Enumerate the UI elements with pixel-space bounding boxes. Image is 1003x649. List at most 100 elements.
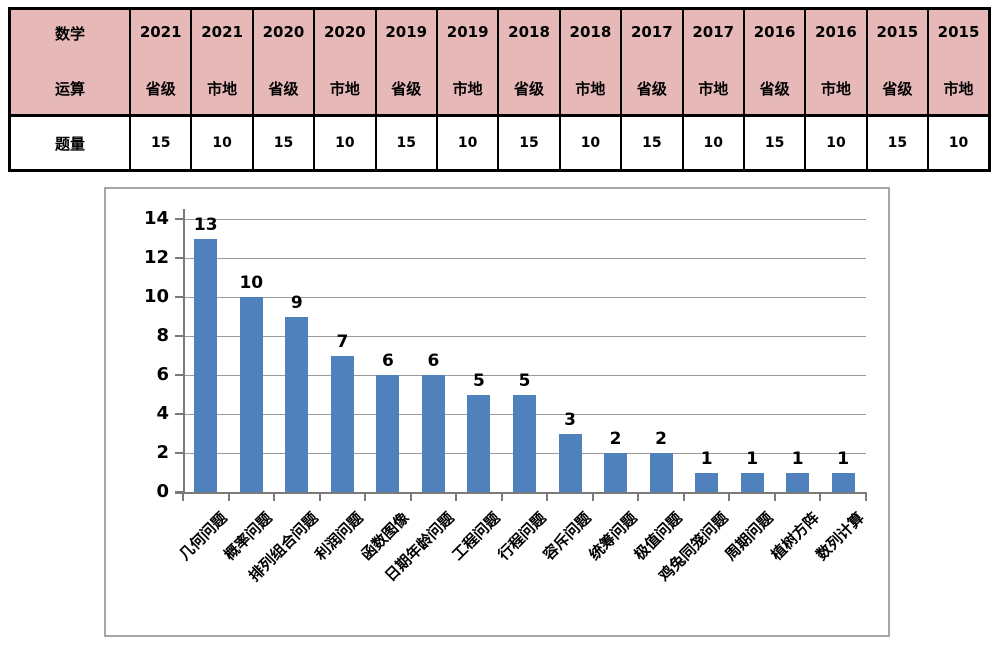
- y-axis-tick: [175, 257, 183, 259]
- x-axis-tick: [455, 492, 458, 501]
- gridline: [183, 258, 866, 259]
- x-axis-tick: [500, 492, 503, 501]
- header-year: 2015: [876, 23, 919, 41]
- header-cell: 2021 市地: [190, 7, 254, 117]
- question-count-table: 数学 运算 2021 省级 2021 市地 2020 省级 2020 市地 2019 省级 2019…: [8, 7, 991, 172]
- x-axis-tick: [182, 492, 184, 501]
- value-cell: 10: [313, 114, 377, 172]
- header-cell: 2020 市地: [313, 7, 377, 117]
- header-year: 2019: [385, 23, 428, 41]
- header-level: 市地: [820, 80, 851, 98]
- x-axis: [175, 492, 866, 494]
- header-cell: 2018 市地: [558, 7, 623, 117]
- value-cell: 15: [497, 114, 561, 172]
- bar: [604, 453, 628, 492]
- header-year: 2016: [753, 23, 796, 41]
- header-cell: 2015 市地: [927, 7, 991, 117]
- bar-value-label: 2: [655, 429, 668, 449]
- header-level: 市地: [575, 80, 606, 98]
- bar-value-label: 10: [239, 273, 264, 293]
- header-cell: 2016 省级: [742, 7, 807, 117]
- value-cell: 15: [620, 114, 684, 172]
- x-axis-tick: [273, 492, 276, 501]
- header-level: 市地: [943, 80, 974, 98]
- value-cell: 15: [742, 114, 807, 172]
- bar-value-label: 6: [427, 351, 440, 371]
- value-cell: 10: [435, 114, 500, 172]
- header-year: 2018: [569, 23, 612, 41]
- header-year: 2021: [139, 23, 182, 41]
- header-level: 市地: [452, 80, 483, 98]
- value-cell: 15: [128, 114, 193, 172]
- header-year: 2017: [692, 23, 735, 41]
- gridline: [183, 219, 866, 220]
- table-corner-cell: 数学 运算: [8, 7, 131, 117]
- header-cell: 2019 市地: [435, 7, 500, 117]
- bar-value-label: 9: [290, 292, 303, 313]
- bar-value-label: 1: [700, 448, 713, 469]
- bar: [558, 433, 582, 492]
- header-level: 市地: [207, 80, 238, 98]
- y-tick-label: 12: [143, 247, 169, 268]
- y-axis-tick: [175, 218, 183, 220]
- y-tick-label: 14: [143, 208, 169, 229]
- bar: [239, 297, 263, 492]
- header-level: 省级: [145, 80, 176, 98]
- bar-value-label: 1: [837, 448, 850, 469]
- header-cell: 2015 省级: [865, 7, 930, 117]
- value-cell: 10: [927, 114, 991, 172]
- header-level: 省级: [514, 80, 545, 98]
- y-axis-tick: [175, 413, 183, 415]
- corner-line2: 运算: [54, 80, 85, 98]
- bar: [330, 355, 354, 492]
- row-label-cell: 题量: [8, 114, 131, 172]
- x-axis-tick: [591, 492, 594, 501]
- x-axis-tick: [819, 492, 822, 501]
- header-year: 2015: [937, 23, 980, 41]
- header-level: 省级: [882, 80, 913, 98]
- y-tick-label: 8: [156, 325, 169, 346]
- header-year: 2019: [446, 23, 489, 41]
- bar: [285, 316, 309, 492]
- bar: [786, 472, 810, 492]
- header-cell: 2019 省级: [374, 7, 438, 117]
- x-axis-tick: [773, 492, 776, 501]
- header-level: 市地: [329, 80, 360, 98]
- gridline: [183, 297, 866, 298]
- header-level: 省级: [391, 80, 422, 98]
- y-axis-tick: [175, 296, 183, 298]
- header-cell: 2017 省级: [620, 7, 684, 117]
- bar: [421, 375, 445, 492]
- value-cell: 10: [190, 114, 254, 172]
- value-cell: 15: [374, 114, 438, 172]
- y-tick-label: 0: [156, 481, 169, 502]
- y-tick-label: 6: [156, 364, 169, 385]
- bar-value-label: 6: [381, 351, 394, 371]
- y-axis-tick: [175, 335, 183, 337]
- header-cell: 2017 市地: [681, 7, 745, 117]
- header-year: 2021: [201, 23, 243, 41]
- y-tick-label: 4: [156, 403, 169, 424]
- bar-value-label: 13: [193, 214, 218, 235]
- gridline: [183, 375, 866, 376]
- header-year: 2018: [508, 23, 550, 41]
- header-level: 省级: [759, 80, 790, 98]
- header-cell: 2016 市地: [804, 7, 868, 117]
- header-cell: 2018 省级: [497, 7, 561, 117]
- gridline: [183, 336, 866, 337]
- bar: [194, 238, 218, 492]
- y-axis-tick: [175, 374, 183, 376]
- chart-frame: 0 2 4 6 8 10 12 14 13 几何问题 10 概率问题 9 排列组合问题 7 利润问题 6 函数图像…: [104, 187, 890, 637]
- header-year: 2016: [815, 23, 857, 41]
- bar-value-label: 2: [609, 429, 622, 449]
- y-tick-label: 2: [156, 442, 169, 463]
- bar-value-label: 5: [473, 370, 485, 391]
- value-cell: 10: [804, 114, 868, 172]
- x-axis-tick: [409, 492, 412, 501]
- y-tick-label: 10: [143, 286, 169, 307]
- x-axis-tick: [364, 492, 367, 501]
- header-cell: 2021 省级: [128, 7, 193, 117]
- header-cell: 2020 省级: [251, 7, 316, 117]
- value-cell: 15: [865, 114, 930, 172]
- header-year: 2017: [630, 23, 673, 41]
